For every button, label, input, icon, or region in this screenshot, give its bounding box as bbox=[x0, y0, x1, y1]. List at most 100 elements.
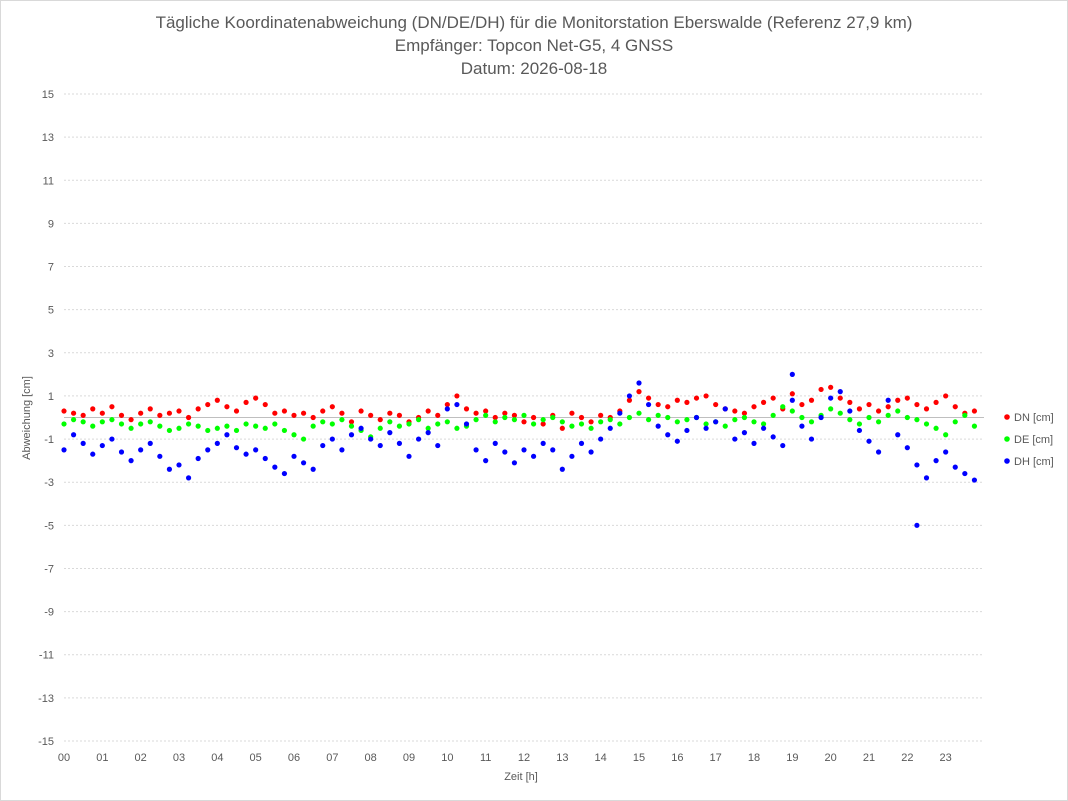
data-point bbox=[789, 397, 795, 403]
data-point bbox=[99, 419, 105, 425]
data-point bbox=[406, 453, 412, 459]
data-point bbox=[473, 447, 479, 453]
data-point bbox=[90, 451, 96, 457]
data-point bbox=[214, 425, 220, 431]
data-point bbox=[233, 408, 240, 414]
data-point bbox=[799, 401, 805, 408]
data-point bbox=[320, 408, 326, 414]
data-point bbox=[799, 423, 805, 429]
data-point bbox=[511, 460, 518, 466]
data-point bbox=[722, 406, 728, 412]
data-point bbox=[789, 408, 795, 414]
y-tick-label: -1 bbox=[44, 434, 54, 446]
data-point bbox=[760, 399, 767, 405]
data-point bbox=[598, 419, 604, 425]
data-point bbox=[530, 421, 537, 427]
data-point bbox=[61, 408, 67, 414]
data-point bbox=[856, 421, 863, 427]
data-point bbox=[463, 421, 470, 427]
data-point bbox=[760, 421, 767, 427]
data-point bbox=[233, 427, 240, 434]
data-point bbox=[645, 401, 652, 408]
y-tick-label: -9 bbox=[44, 607, 54, 619]
x-tick-label: 12 bbox=[518, 752, 530, 764]
data-point bbox=[425, 430, 431, 436]
data-point bbox=[262, 401, 268, 408]
y-tick-label: 5 bbox=[48, 305, 54, 317]
x-tick-label: 17 bbox=[710, 752, 722, 764]
data-point bbox=[157, 412, 163, 418]
data-point bbox=[875, 419, 882, 425]
data-point bbox=[799, 414, 805, 421]
x-tick-label: 22 bbox=[901, 752, 913, 764]
data-point bbox=[243, 421, 249, 427]
data-point bbox=[348, 419, 355, 425]
data-point bbox=[166, 466, 173, 472]
data-point bbox=[588, 425, 594, 431]
data-point bbox=[483, 412, 489, 418]
data-point bbox=[147, 440, 153, 446]
y-tick-label: -13 bbox=[38, 693, 54, 705]
data-point bbox=[674, 438, 680, 444]
data-point bbox=[195, 423, 201, 429]
data-point bbox=[70, 432, 77, 438]
data-point bbox=[90, 406, 96, 412]
data-point bbox=[157, 423, 163, 429]
data-point bbox=[559, 419, 565, 425]
data-point bbox=[272, 421, 278, 427]
chart-title-line-3: Datum: 2026-08-18 bbox=[461, 59, 607, 78]
y-tick-label: 3 bbox=[48, 348, 54, 360]
data-point bbox=[253, 423, 259, 429]
data-point bbox=[348, 432, 355, 438]
data-point bbox=[923, 421, 930, 427]
data-point bbox=[962, 470, 968, 477]
data-point bbox=[521, 412, 527, 418]
data-point bbox=[866, 438, 872, 444]
data-point bbox=[607, 425, 613, 431]
data-point bbox=[732, 436, 738, 442]
data-point bbox=[138, 421, 144, 427]
data-point bbox=[828, 406, 834, 412]
data-point bbox=[435, 412, 441, 418]
y-tick-label: 13 bbox=[42, 132, 54, 144]
legend-marker bbox=[1004, 436, 1010, 442]
data-point bbox=[224, 423, 230, 429]
legend-label: DN [cm] bbox=[1014, 412, 1054, 424]
data-point bbox=[684, 417, 690, 423]
data-point bbox=[80, 440, 86, 446]
data-point bbox=[128, 458, 134, 464]
x-tick-label: 09 bbox=[403, 752, 415, 764]
data-point bbox=[492, 440, 498, 446]
data-point bbox=[636, 380, 642, 386]
data-point bbox=[962, 412, 968, 418]
x-tick-label: 10 bbox=[441, 752, 453, 764]
data-point bbox=[693, 414, 700, 421]
data-point bbox=[281, 427, 288, 434]
data-point bbox=[473, 410, 479, 416]
data-point bbox=[741, 410, 748, 416]
data-point bbox=[291, 453, 297, 459]
data-point bbox=[195, 455, 201, 462]
y-tick-label: 9 bbox=[48, 218, 54, 230]
data-point bbox=[415, 436, 422, 442]
data-point bbox=[425, 408, 431, 414]
data-point bbox=[502, 449, 508, 455]
data-point bbox=[617, 410, 623, 416]
data-point bbox=[109, 404, 115, 410]
data-point bbox=[214, 440, 220, 446]
data-point bbox=[665, 432, 671, 438]
data-point bbox=[233, 445, 240, 451]
x-tick-label: 23 bbox=[940, 752, 952, 764]
data-point bbox=[578, 440, 585, 446]
series-de bbox=[61, 404, 978, 442]
data-point bbox=[99, 442, 105, 449]
data-point bbox=[166, 410, 173, 416]
data-point bbox=[751, 404, 757, 410]
y-tick-label: -15 bbox=[38, 736, 54, 748]
data-point bbox=[511, 417, 518, 423]
legend-marker bbox=[1004, 414, 1010, 420]
data-point bbox=[943, 393, 949, 399]
data-point bbox=[272, 464, 278, 470]
data-point bbox=[837, 395, 843, 401]
data-point bbox=[176, 425, 182, 431]
